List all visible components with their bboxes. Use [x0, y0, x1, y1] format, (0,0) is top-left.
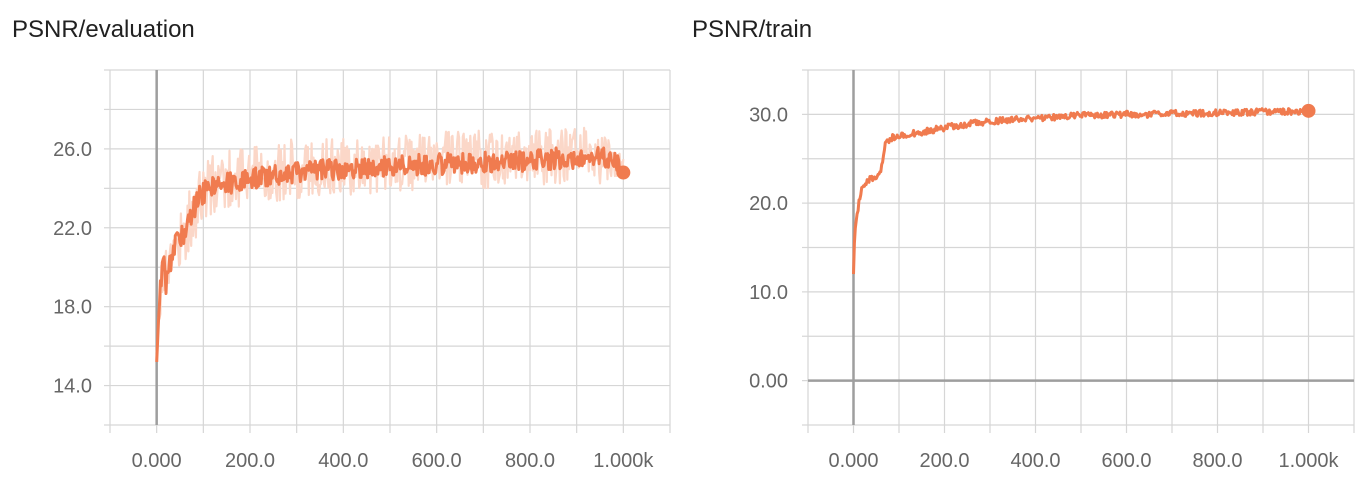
x-tick-label: 200.0 — [919, 450, 969, 472]
chart-panel-evaluation: PSNR/evaluation 14.0 18.0 22.0 26.0 0.000 200… — [12, 16, 671, 472]
x-tick-label: 1.000k — [593, 450, 654, 472]
last-point-marker — [1301, 103, 1316, 118]
psnr-train-chart: 0.00 10.0 20.0 30.0 0.000 200.0 400.0 600.0 800.… — [749, 69, 1355, 472]
chart-title: PSNR/train — [692, 16, 813, 43]
y-tick-label: 30.0 — [749, 104, 788, 126]
psnr-evaluation-chart: 14.0 18.0 22.0 26.0 0.000 200.0 400.0 600.0 800.… — [53, 69, 671, 472]
x-tick-label: 0.000 — [828, 450, 878, 472]
x-tick-label: 0.000 — [132, 450, 182, 472]
chart-title: PSNR/evaluation — [12, 16, 195, 43]
y-tick-label: 20.0 — [749, 193, 788, 215]
x-tick-label: 200.0 — [225, 450, 275, 472]
y-tick-label: 22.0 — [53, 218, 92, 240]
y-tick-label: 0.00 — [749, 371, 788, 393]
x-tick-label: 400.0 — [318, 450, 368, 472]
x-tick-label: 400.0 — [1010, 450, 1060, 472]
x-tick-label: 800.0 — [1192, 450, 1242, 472]
x-tick-label: 600.0 — [1101, 450, 1151, 472]
smoothed-series — [852, 103, 1316, 275]
y-tick-label: 10.0 — [749, 282, 788, 304]
x-tick-label: 600.0 — [412, 450, 462, 472]
smoothed-series-line — [852, 107, 1310, 275]
y-tick-label: 18.0 — [53, 297, 92, 319]
y-tick-label: 14.0 — [53, 376, 92, 398]
chart-panel-train: PSNR/train 0.00 10.0 20.0 30.0 0.000 200.0 400… — [684, 0, 1368, 478]
x-tick-label: 800.0 — [505, 450, 555, 472]
smoothed-series-line — [155, 146, 625, 362]
y-tick-label: 26.0 — [53, 139, 92, 161]
smoothed-series — [155, 146, 631, 362]
last-point-marker — [616, 165, 631, 180]
x-tick-label: 1.000k — [1278, 450, 1339, 472]
